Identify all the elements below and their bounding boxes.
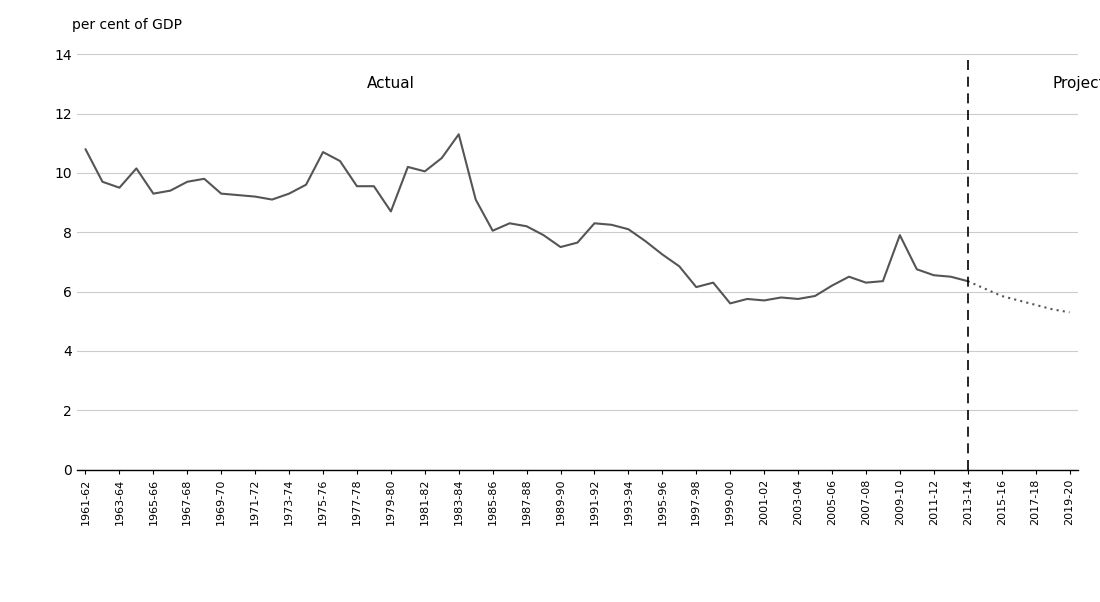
Text: Projection: Projection xyxy=(1053,76,1100,92)
Text: per cent of GDP: per cent of GDP xyxy=(72,18,182,32)
Text: Actual: Actual xyxy=(367,76,415,92)
